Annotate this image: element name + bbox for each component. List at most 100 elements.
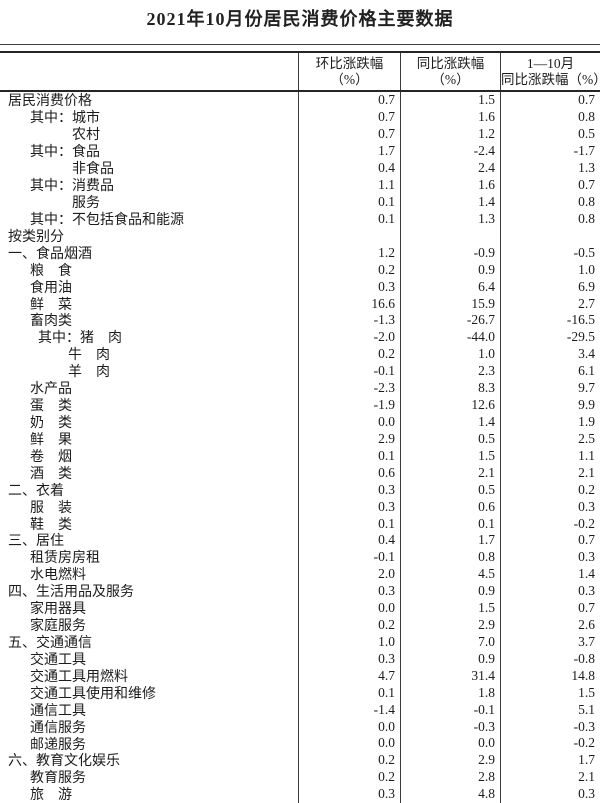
table-row: 居民消费价格 0.7 1.5 0.7: [0, 92, 600, 109]
table-row: 水产品 -2.3 8.3 9.7: [0, 379, 600, 397]
cell-mom: 0.2: [298, 616, 400, 634]
cell-yoy: 1.5: [400, 447, 500, 465]
table-row: 食用油 0.3 6.4 6.9: [0, 278, 600, 296]
cell-ytd: 0.7: [500, 531, 600, 549]
cell-ytd: -29.5: [500, 328, 600, 346]
row-label: 蛋 类: [30, 399, 72, 414]
cell-yoy: 31.4: [400, 667, 500, 685]
table-row: 鲜 果 2.9 0.5 2.5: [0, 430, 600, 448]
table-row: 其中：不包括食品和能源 0.1 1.3 0.8: [0, 210, 600, 228]
cell-mom: 0.7: [298, 125, 400, 143]
table-row: 服务 0.1 1.4 0.8: [0, 193, 600, 211]
cell-ytd: 1.3: [500, 159, 600, 177]
cell-mom: -1.3: [298, 311, 400, 329]
row-label: 羊 肉: [68, 365, 110, 380]
table-row: 鞋 类 0.1 0.1 -0.2: [0, 515, 600, 532]
row-label: 其中：不包括食品和能源: [30, 212, 184, 228]
table-row: 畜肉类 -1.3 -26.7 -16.5: [0, 311, 600, 329]
cell-ytd: 2.5: [500, 430, 600, 448]
cell-mom: -2.0: [298, 328, 400, 346]
table-row: 五、交通通信 1.0 7.0 3.7: [0, 633, 600, 651]
cell-mom: 0.3: [298, 582, 400, 600]
table-row: 农村 0.7 1.2 0.5: [0, 125, 600, 143]
table-row: 其中：食品 1.7 -2.4 -1.7: [0, 142, 600, 160]
cell-mom: 1.1: [298, 176, 400, 194]
cell-mom: -0.1: [298, 362, 400, 380]
row-label: 一、食品烟酒: [8, 246, 92, 262]
row-label: 粮 食: [30, 263, 72, 279]
table-row: 羊 肉 -0.1 2.3 6.1: [0, 362, 600, 380]
row-label: 鲜 菜: [30, 297, 72, 312]
cell-mom: 1.0: [298, 633, 400, 651]
cell-ytd: 9.7: [500, 379, 600, 397]
table-row: 其中：消费品 1.1 1.6 0.7: [0, 176, 600, 194]
cell-ytd: 5.1: [500, 701, 600, 719]
cell-yoy: 1.6: [400, 176, 500, 194]
cell-ytd: -0.5: [500, 244, 600, 262]
cell-yoy: -44.0: [400, 328, 500, 346]
table-row: 鲜 菜 16.6 15.9 2.7: [0, 295, 600, 312]
cell-ytd: 2.1: [500, 464, 600, 482]
table-row: 奶 类 0.0 1.4 1.9: [0, 413, 600, 431]
cell-mom: 0.0: [298, 735, 400, 752]
cell-mom: 16.6: [298, 295, 400, 312]
cell-yoy: 1.2: [400, 125, 500, 143]
cell-mom: 0.7: [298, 108, 400, 126]
row-label: 其中：消费品: [30, 179, 114, 194]
cell-yoy: 1.4: [400, 413, 500, 431]
row-label: 奶 类: [30, 415, 72, 431]
cell-mom: 0.3: [298, 785, 400, 803]
row-label: 四、生活用品及服务: [8, 585, 134, 600]
cell-mom: 0.4: [298, 159, 400, 177]
table-row: 六、教育文化娱乐 0.2 2.9 1.7: [0, 751, 600, 769]
table-row: 租赁房房租 -0.1 0.8 0.3: [0, 548, 600, 566]
cell-ytd: 1.9: [500, 413, 600, 431]
table-row: 其中：城市 0.7 1.6 0.8: [0, 108, 600, 126]
cell-yoy: 2.1: [400, 464, 500, 482]
row-label: 牛 肉: [68, 348, 110, 363]
cell-mom: 0.3: [298, 278, 400, 296]
cell-yoy: 1.5: [400, 599, 500, 617]
cell-yoy: 2.3: [400, 362, 500, 380]
table-row: 家庭服务 0.2 2.9 2.6: [0, 616, 600, 634]
cell-yoy: [400, 227, 500, 245]
row-label: 旅 游: [30, 788, 72, 803]
cell-ytd: 9.9: [500, 396, 600, 414]
cell-yoy: 2.8: [400, 768, 500, 786]
cell-yoy: 0.6: [400, 498, 500, 516]
cell-mom: -1.9: [298, 396, 400, 414]
cell-ytd: -0.2: [500, 735, 600, 752]
table-row: 通信工具 -1.4 -0.1 5.1: [0, 701, 600, 719]
cell-mom: 0.1: [298, 515, 400, 532]
row-label: 通信服务: [30, 720, 86, 736]
cell-ytd: 3.4: [500, 345, 600, 363]
cell-mom: 0.2: [298, 261, 400, 279]
cell-ytd: 6.1: [500, 362, 600, 380]
row-label: 鲜 果: [30, 432, 72, 448]
row-label: 租赁房房租: [30, 551, 100, 566]
cell-mom: 2.0: [298, 565, 400, 583]
row-label: 水电燃料: [30, 568, 86, 583]
header-ytd-line2: 同比涨跌幅（%）: [501, 71, 600, 87]
cell-mom: 0.2: [298, 768, 400, 786]
cell-mom: 0.1: [298, 684, 400, 702]
cell-ytd: 2.1: [500, 768, 600, 786]
cell-ytd: 0.3: [500, 498, 600, 516]
cell-ytd: 0.8: [500, 210, 600, 228]
cell-ytd: 1.5: [500, 684, 600, 702]
cell-ytd: 2.7: [500, 295, 600, 312]
row-label: 教育服务: [30, 771, 86, 786]
cell-ytd: 0.7: [500, 92, 600, 109]
table-row: 交通工具 0.3 0.9 -0.8: [0, 650, 600, 668]
cell-ytd: 0.8: [500, 193, 600, 211]
cell-ytd: 0.5: [500, 125, 600, 143]
row-label: 按类别分: [8, 229, 64, 245]
row-label: 食用油: [30, 280, 72, 296]
header-mom-cell: 环比涨跌幅 （%）: [298, 53, 400, 90]
cell-yoy: 2.9: [400, 751, 500, 769]
table-row: 非食品 0.4 2.4 1.3: [0, 159, 600, 177]
cell-yoy: 0.1: [400, 515, 500, 532]
table-row: 水电燃料 2.0 4.5 1.4: [0, 565, 600, 583]
row-label: 交通工具用燃料: [30, 669, 128, 685]
header-yoy-line2: （%）: [431, 71, 470, 87]
